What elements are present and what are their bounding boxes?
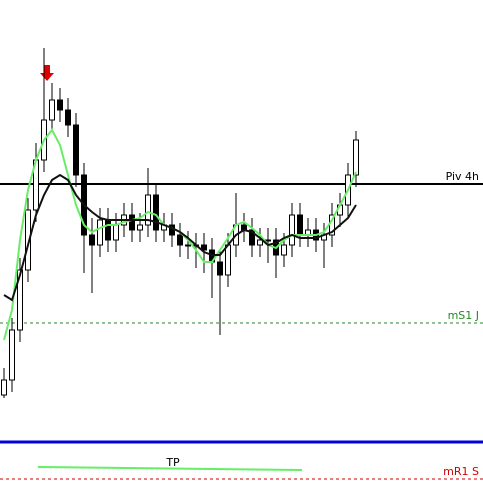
level-label: mS1 J	[448, 309, 479, 322]
candle-body	[25, 209, 31, 271]
candle-body	[177, 234, 183, 246]
candle-body	[57, 99, 63, 111]
candle-body	[65, 109, 71, 126]
candle-body	[265, 239, 271, 242]
candle-body	[185, 244, 191, 247]
candle-body	[257, 239, 263, 246]
candle-body	[217, 261, 223, 276]
candle-body	[225, 244, 231, 276]
candle-body	[73, 124, 79, 176]
candle-body	[49, 99, 55, 121]
candle-body	[17, 269, 23, 331]
candle-body	[129, 214, 135, 231]
candle-body	[9, 329, 15, 381]
candle-body	[105, 219, 111, 241]
candle-body	[145, 194, 151, 226]
level-label: Piv 4h	[446, 170, 479, 183]
moving-average	[3, 173, 357, 302]
candle-body	[249, 229, 255, 246]
candle-body	[1, 379, 7, 396]
candle-body	[353, 139, 359, 176]
candle-body	[153, 194, 159, 231]
candle-body	[297, 214, 303, 236]
candle-body	[97, 219, 103, 246]
candle-body	[289, 214, 295, 246]
candle-body	[113, 224, 119, 241]
level-label: mR1 S	[443, 465, 479, 478]
candle-body	[281, 244, 287, 256]
tp-label: TP	[165, 456, 180, 469]
candle-body	[89, 234, 95, 246]
tp-line	[37, 466, 303, 471]
candle-body	[201, 244, 207, 251]
candle-body	[137, 224, 143, 231]
